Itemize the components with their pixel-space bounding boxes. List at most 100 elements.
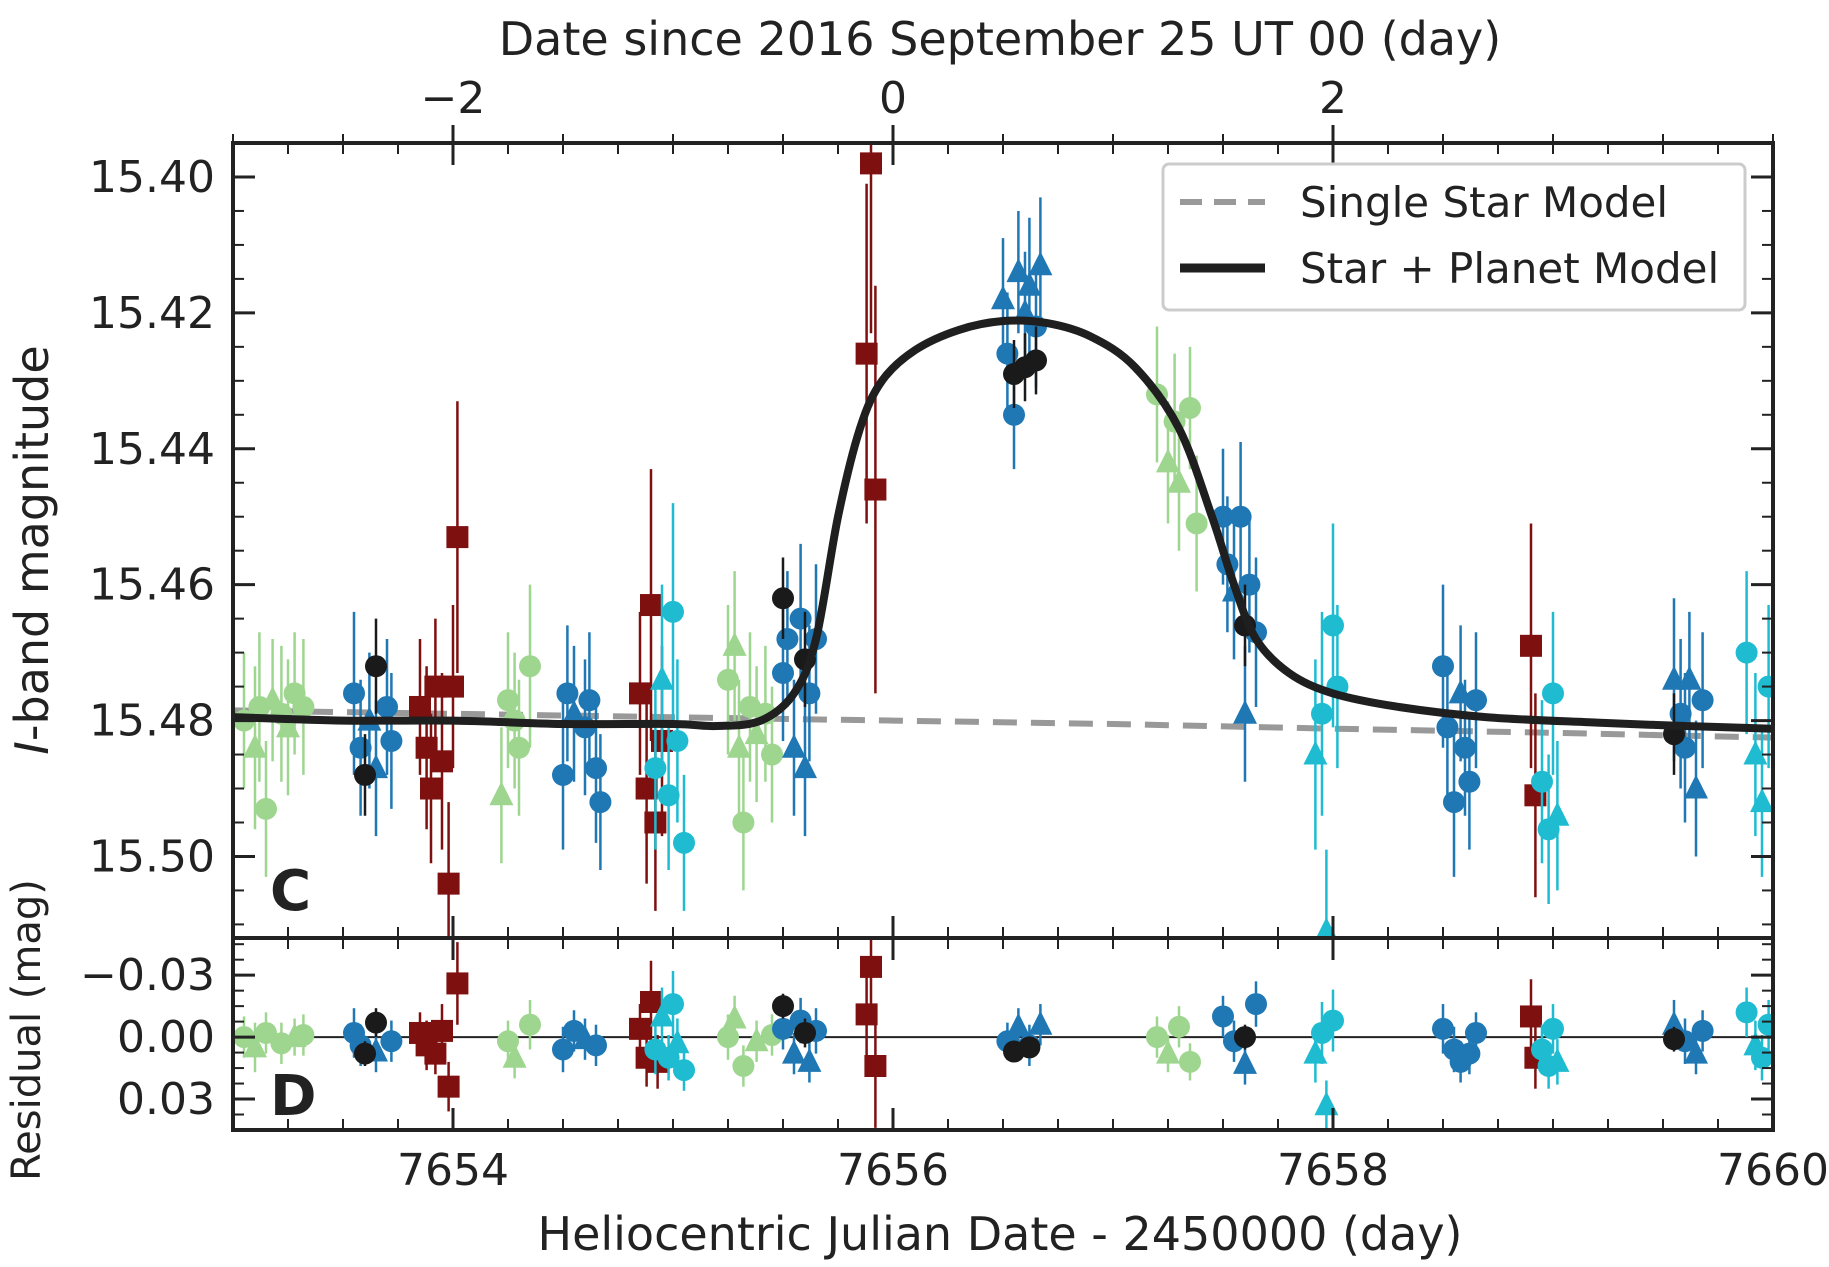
- panel-c-y-tick-label-2: 15.44: [89, 424, 215, 475]
- panel-d-series-0-point-3: [270, 1032, 293, 1055]
- panel-c-series-4-point-1: [365, 655, 387, 678]
- panel-c-series-1-point-27: [1028, 251, 1053, 276]
- top-x-axis-title: Date since 2016 September 25 UT 00 (day): [499, 12, 1501, 66]
- panel-d-series-2-point-13: [1520, 1005, 1542, 1028]
- panel-d-series-3-point-9: [1322, 1009, 1344, 1032]
- panel-d-plot-area: −0.03 0.00 0.03: [80, 936, 1775, 1132]
- panel-c-series-1-point-20: [991, 285, 1015, 310]
- panel-d-series-0-point-1: [243, 1033, 267, 1058]
- panel-c-series-3-point-13: [1542, 682, 1564, 705]
- panel-d-y-tick-label-0: −0.03: [80, 950, 215, 1001]
- panel-c-series-1-point-32: [1233, 699, 1257, 724]
- panel-c-series-3-point-5: [673, 831, 695, 854]
- panel-c-series-1-point-35: [1432, 655, 1454, 678]
- panel-d-series-1-point-28: [1684, 1039, 1708, 1064]
- panel-c-star-planet-model-line: [233, 316, 1773, 733]
- bottom-x-axis-title: Heliocentric Julian Date - 2450000 (day): [537, 1207, 1462, 1261]
- panel-c-series-2-point-2: [420, 777, 442, 800]
- panel-c-series-1-point-13: [772, 662, 794, 684]
- panel-c-y-tick-label-0: 15.40: [89, 152, 215, 203]
- legend-star-planet-label: Star + Planet Model: [1300, 244, 1719, 293]
- panel-d-y-tick-label-2: 0.03: [117, 1074, 215, 1125]
- panel-d-series-3-point-12: [1542, 1017, 1564, 1040]
- panel-d-series-0-point-16: [1168, 1015, 1190, 1038]
- panel-c-series-3-point-17: [1750, 788, 1773, 813]
- y-axis-title-rest: -band magnitude: [5, 345, 59, 741]
- panel-d-series-4-point-5: [1018, 1036, 1041, 1059]
- panel-c-series-3-point-1: [650, 665, 674, 690]
- panel-c-series-0-point-26: [1179, 397, 1201, 419]
- panel-c-series-2-point-9: [635, 777, 658, 800]
- panel-c-series-2-point-7: [446, 526, 469, 549]
- y-axis-title-italic: I: [5, 741, 59, 755]
- panel-d-series-1-point-17: [1212, 1005, 1234, 1028]
- panel-c-series-2-point-13: [855, 342, 878, 365]
- panel-d-series-1-point-9: [782, 1039, 806, 1064]
- panel-d-series-3-point-13: [1545, 1047, 1570, 1072]
- panel-d-series-1-point-25: [1465, 1021, 1487, 1044]
- panel-c-series-1-point-17: [793, 754, 817, 779]
- panel-d-series-4-point-1: [365, 1011, 387, 1034]
- panel-c-plot-area: 15.40 15.42 15.44 15.46 15.48 15.50: [89, 141, 1775, 940]
- panel-d-series-3-point-4: [665, 1029, 690, 1054]
- panel-d-series-0-point-2: [255, 1021, 277, 1044]
- panel-d-series-1-point-8: [772, 1017, 794, 1040]
- panel-d-series-1-point-3: [380, 1030, 403, 1053]
- panel-c-series-0-point-1: [243, 733, 267, 758]
- panel-c-series-1-point-45: [1677, 665, 1702, 690]
- top-x-tick-label-2: 2: [1319, 73, 1347, 124]
- panel-c-series-1-point-14: [776, 628, 799, 651]
- panel-d-series-3-point-1: [650, 1002, 674, 1027]
- panel-c-y-tick-label-3: 15.46: [89, 560, 215, 611]
- panel-c-series-3-point-4: [666, 729, 689, 752]
- panel-c-series-3-point-15: [1735, 641, 1758, 664]
- panel-c-series-0-point-15: [722, 631, 747, 656]
- panel-c-series-0-point-12: [519, 655, 541, 678]
- panel-c-series-4-point-0: [354, 763, 376, 786]
- panel-d-series-1-point-21: [1432, 1017, 1454, 1040]
- panel-c-series-0-point-19: [744, 720, 769, 745]
- panel-d-series-0-point-5: [292, 1024, 315, 1047]
- panel-d-series-2-point-8: [640, 991, 662, 1013]
- panel-d-y-axis-title: Residual (mag): [4, 879, 50, 1181]
- panel-c-series-4-point-2: [772, 587, 794, 610]
- panel-c-series-0-point-2: [248, 695, 271, 718]
- panel-d-series-1-point-20: [1245, 993, 1267, 1016]
- panel-c-series-2-point-14: [860, 152, 882, 175]
- panel-d-series-3-point-14: [1735, 1001, 1758, 1024]
- top-x-tick-label-0: −2: [421, 73, 486, 124]
- panel-d-series-0-point-14: [1146, 1026, 1168, 1049]
- panel-c-series-2-point-16: [1520, 634, 1542, 657]
- panel-d-series-3-point-5: [673, 1059, 695, 1082]
- panel-d-data-layer: [233, 938, 1773, 1130]
- panel-c-series-0-point-8: [292, 695, 315, 718]
- panel-d-series-4-point-0: [354, 1042, 376, 1065]
- bottom-x-tick-label-3: 7660: [1717, 1145, 1829, 1196]
- panel-d-series-2-point-3: [431, 1019, 453, 1042]
- panel-c-y-tick-label-4: 15.48: [89, 696, 215, 747]
- panel-c-series-0-point-27: [1185, 512, 1208, 535]
- panel-d-series-2-point-12: [864, 1055, 887, 1077]
- panel-d-series-3-point-17: [1757, 1013, 1773, 1036]
- panel-d-series-4-point-6: [1234, 1026, 1256, 1049]
- panel-c-series-1-point-22: [1003, 403, 1025, 426]
- panel-c-series-2-point-10: [640, 594, 662, 617]
- panel-c-data-layer: [233, 143, 1773, 938]
- panel-c-series-0-point-3: [255, 797, 277, 820]
- panel-c-y-axis-title: I-band magnitude: [5, 345, 59, 754]
- panel-c-series-0-point-17: [732, 811, 755, 834]
- panel-d-series-1-point-19: [1233, 1049, 1257, 1074]
- top-x-tick-label-1: 0: [879, 73, 907, 124]
- panel-c-series-1-point-6: [552, 763, 574, 786]
- panel-c-series-1-point-41: [1465, 689, 1487, 712]
- panel-c-y-tick-label-1: 15.42: [89, 288, 215, 339]
- panel-d-series-1-point-16: [1028, 1010, 1053, 1035]
- panel-c-series-1-point-5: [380, 729, 403, 752]
- panel-c-y-tick-label-5: 15.50: [89, 831, 215, 882]
- panel-d-series-1-point-26: [1662, 1010, 1686, 1035]
- panel-c-series-1-point-46: [1684, 774, 1708, 799]
- legend-box: [1161, 162, 1747, 312]
- panel-d-series-4-point-7: [1663, 1028, 1685, 1051]
- panel-d-series-0-point-12: [744, 1027, 769, 1052]
